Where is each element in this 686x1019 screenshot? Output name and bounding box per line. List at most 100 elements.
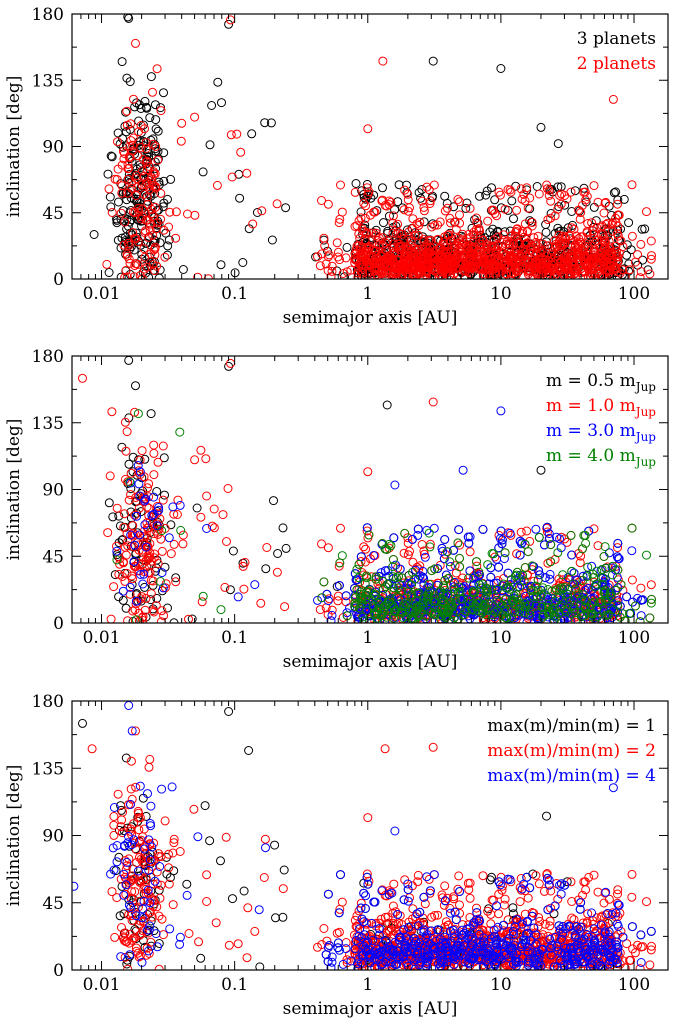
scatter-point xyxy=(394,180,404,190)
scatter-point xyxy=(508,903,518,913)
scatter-point xyxy=(361,256,371,266)
scatter-point xyxy=(144,162,154,171)
scatter-point xyxy=(341,591,351,601)
scatter-point xyxy=(252,208,262,217)
legend-entry: m = 1.0 mJup xyxy=(546,396,656,419)
scatter-point xyxy=(104,184,114,194)
scatter-point xyxy=(541,227,551,237)
scatter-point xyxy=(202,491,212,501)
scatter-point xyxy=(135,100,144,110)
scatter-point xyxy=(120,417,130,427)
scatter-point xyxy=(137,446,147,456)
scatter-point xyxy=(555,234,565,244)
scatter-point xyxy=(622,592,632,602)
scatter-point xyxy=(171,577,181,587)
scatter-point xyxy=(196,512,206,522)
scatter-point xyxy=(317,539,326,549)
scatter-point xyxy=(362,179,372,189)
scatter-point xyxy=(646,236,656,246)
scatter-point xyxy=(388,555,398,564)
scatter-point xyxy=(499,554,509,564)
scatter-point xyxy=(556,182,566,192)
scatter-point xyxy=(422,258,432,268)
scatter-point xyxy=(373,258,383,268)
scatter-point xyxy=(177,118,187,128)
scatter-point xyxy=(124,459,134,469)
scatter-point xyxy=(544,185,554,195)
scatter-point xyxy=(613,565,623,575)
scatter-point xyxy=(173,495,183,505)
scatter-point xyxy=(118,557,128,567)
scatter-point xyxy=(597,221,607,231)
scatter-point xyxy=(382,201,392,211)
x-axis-title: semimajor axis [AU] xyxy=(283,308,458,328)
x-tick-label: 1 xyxy=(362,284,373,304)
scatter-point xyxy=(228,894,237,904)
scatter-point xyxy=(613,583,623,593)
scatter-point xyxy=(647,594,656,604)
scatter-point xyxy=(472,252,482,262)
scatter-point xyxy=(135,470,145,479)
scatter-point xyxy=(140,264,149,274)
scatter-point xyxy=(554,249,564,259)
scatter-point xyxy=(561,607,571,617)
scatter-point xyxy=(484,247,494,257)
scatter-point xyxy=(363,124,373,134)
scatter-point xyxy=(440,535,450,544)
scatter-point xyxy=(319,577,329,587)
scatter-point xyxy=(497,535,507,545)
scatter-point xyxy=(627,180,637,190)
scatter-point xyxy=(192,503,202,513)
scatter-point xyxy=(150,100,160,110)
scatter-point xyxy=(175,500,185,510)
scatter-point xyxy=(618,242,628,252)
scatter-point xyxy=(499,230,509,240)
scatter-point xyxy=(350,253,360,263)
scatter-point xyxy=(579,244,589,254)
scatter-point xyxy=(526,585,536,595)
scatter-point xyxy=(504,262,514,272)
scatter-point xyxy=(419,206,429,216)
scatter-point xyxy=(603,562,613,572)
scatter-point xyxy=(500,607,510,617)
scatter-point xyxy=(645,613,655,623)
scatter-point xyxy=(543,268,553,278)
scatter-point xyxy=(594,266,604,276)
scatter-point xyxy=(599,552,609,561)
scatter-point xyxy=(418,598,428,608)
scatter-point xyxy=(534,189,544,199)
scatter-point xyxy=(378,233,388,243)
scatter-point xyxy=(556,199,566,209)
scatter-point xyxy=(613,199,622,209)
scatter-point xyxy=(616,580,626,590)
scatter-point xyxy=(414,588,424,598)
scatter-point xyxy=(360,235,370,245)
scatter-point xyxy=(388,600,398,610)
scatter-point xyxy=(419,237,429,247)
scatter-point xyxy=(338,269,348,278)
scatter-point xyxy=(136,143,146,152)
scatter-point xyxy=(478,605,488,615)
scatter-point xyxy=(490,261,500,271)
scatter-point xyxy=(607,226,617,236)
scatter-point xyxy=(135,530,144,540)
scatter-point xyxy=(125,141,135,151)
scatter-point xyxy=(489,606,498,616)
scatter-point xyxy=(103,528,113,538)
scatter-point xyxy=(457,243,467,253)
scatter-point xyxy=(153,126,163,136)
scatter-point xyxy=(608,94,618,104)
scatter-point xyxy=(315,261,325,271)
scatter-point xyxy=(597,564,607,574)
scatter-point xyxy=(525,536,535,546)
scatter-point xyxy=(393,255,403,265)
scatter-point xyxy=(455,540,465,550)
scatter-point xyxy=(144,553,154,563)
scatter-point xyxy=(615,612,625,622)
scatter-point xyxy=(132,511,142,521)
scatter-point xyxy=(505,584,515,594)
scatter-point xyxy=(403,206,413,216)
scatter-point xyxy=(437,543,447,553)
scatter-point xyxy=(554,230,564,240)
scatter-point xyxy=(183,209,192,219)
